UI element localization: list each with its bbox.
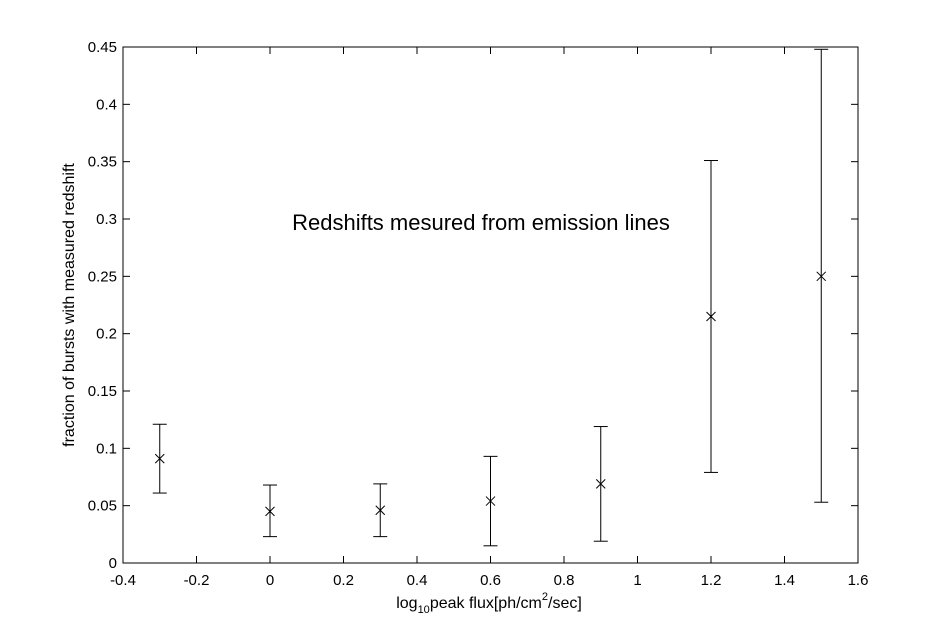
x-axis-label: log10peak flux[ph/cm2/sec] xyxy=(396,591,582,616)
y-tick-label: 0.45 xyxy=(88,39,117,56)
x-axis-label-prefix: log xyxy=(396,595,417,612)
plot-frame xyxy=(122,46,859,564)
y-tick-label: 0 xyxy=(109,555,117,572)
data-point xyxy=(704,160,718,473)
y-tick-label: 0.2 xyxy=(96,326,117,343)
y-tick-labels: 0 0.05 0.1 0.15 0.2 0.25 0.3 0.35 0.4 0.45 xyxy=(88,39,117,572)
x-axis-label-middle: peak flux[ph/cm xyxy=(430,595,542,612)
y-axis-label: fraction of bursts with measured redshif… xyxy=(61,163,78,447)
data-point xyxy=(152,423,167,494)
x-tick-label: 0.6 xyxy=(480,572,501,589)
data-point xyxy=(483,455,498,547)
y-tick-label: 0.1 xyxy=(96,440,117,457)
data-point xyxy=(593,426,608,542)
x-tick-label: 0.2 xyxy=(333,572,354,589)
x-tick-label: 0.8 xyxy=(554,572,575,589)
data-point xyxy=(263,484,277,538)
x-tick-label: 1.2 xyxy=(701,572,722,589)
x-marker-stroke xyxy=(595,479,606,489)
x-axis-label-subscript: 10 xyxy=(418,604,430,616)
y-tick-label: 0.25 xyxy=(88,268,117,285)
data-marks xyxy=(152,48,829,547)
y-tick-label: 0.4 xyxy=(96,96,117,113)
x-tick-label: 1 xyxy=(633,572,641,589)
x-tick-labels: -0.4 -0.2 0 0.2 0.4 0.6 0.8 1 1.2 1.4 1.6 xyxy=(110,572,868,589)
y-tick-label: 0.3 xyxy=(96,211,117,228)
y-tick-label: 0.35 xyxy=(88,154,117,171)
x-tick-label: -0.4 xyxy=(110,572,136,589)
x-axis-label-suffix: /sec] xyxy=(548,595,582,612)
data-point xyxy=(814,48,829,503)
annotation: Redshifts mesured from emission lines xyxy=(292,210,670,235)
x-axis-label-superscript: 2 xyxy=(542,591,548,603)
x-tick-label: 1.6 xyxy=(848,572,869,589)
x-marker-stroke xyxy=(154,453,165,464)
x-tick-label: 0 xyxy=(266,572,274,589)
x-tick-label: -0.2 xyxy=(184,572,210,589)
y-tick-label: 0.05 xyxy=(88,498,117,515)
x-marker-stroke xyxy=(816,271,827,282)
x-marker-stroke xyxy=(375,505,386,516)
x-marker-stroke xyxy=(706,311,716,322)
data-point xyxy=(373,483,388,538)
x-marker-stroke xyxy=(265,506,275,517)
y-tick-label: 0.15 xyxy=(88,383,117,400)
x-tick-label: 0.4 xyxy=(407,572,428,589)
x-marker-stroke xyxy=(485,496,496,506)
x-tick-label: 1.4 xyxy=(774,572,795,589)
